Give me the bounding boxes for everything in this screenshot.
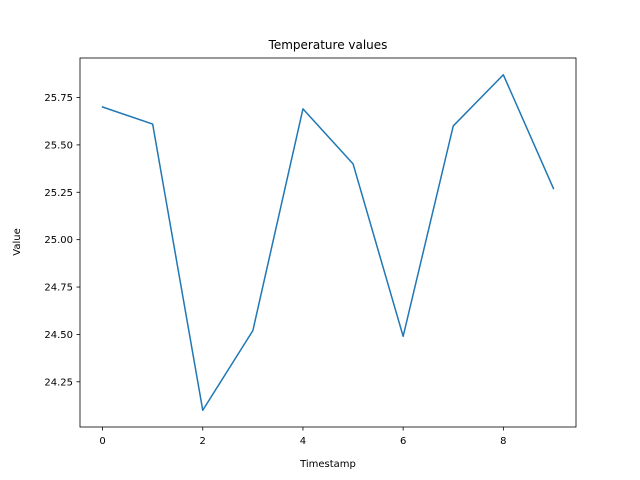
y-tick-label: 25.25 (44, 188, 73, 199)
series-line-0 (101, 74, 555, 411)
y-tick-label: 25.50 (44, 140, 73, 151)
x-tick-label: 6 (400, 436, 406, 447)
y-axis-label: Value (12, 228, 23, 255)
y-axis: 24.25 24.50 24.75 25.00 25.25 25.50 25.75 (44, 93, 80, 388)
x-tick-label: 8 (500, 436, 506, 447)
y-tick-label: 24.50 (44, 330, 73, 341)
plot-frame (79, 57, 577, 428)
y-tick-label: 24.25 (44, 377, 73, 388)
plot-area (101, 74, 555, 411)
y-tick-label: 24.75 (44, 283, 73, 294)
y-tick-label: 25.00 (44, 235, 73, 246)
x-tick-label: 4 (300, 436, 306, 447)
chart-title: Temperature values (268, 38, 388, 52)
x-tick-label: 2 (200, 436, 206, 447)
x-axis: 0 2 4 6 8 (99, 427, 507, 447)
x-axis-label: Timestamp (299, 459, 356, 470)
x-tick-label: 0 (99, 436, 105, 447)
y-tick-label: 25.75 (44, 93, 73, 104)
